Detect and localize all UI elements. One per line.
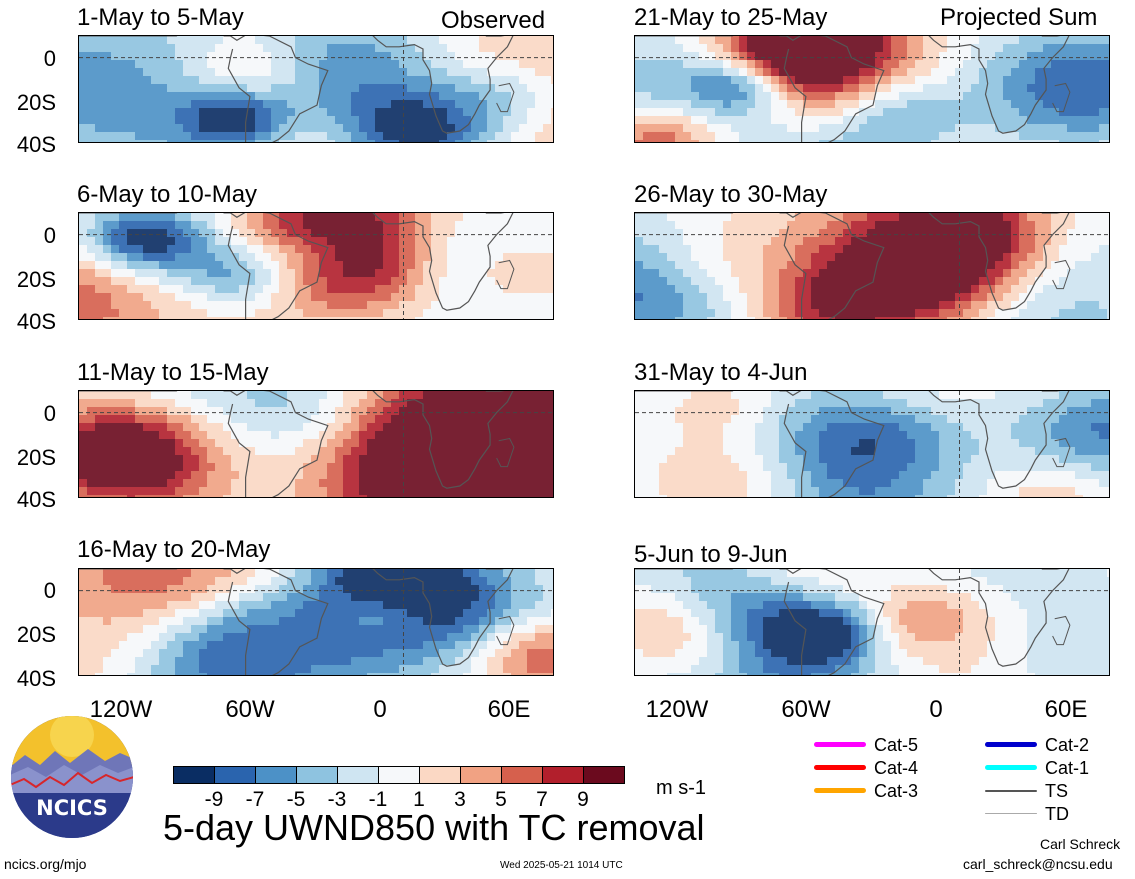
lat-label-20s: 20S (16, 445, 56, 470)
colorbar-swatch (501, 766, 543, 784)
ncics-logo: NCICS (10, 715, 134, 839)
colorbar-swatch (419, 766, 461, 784)
lon-label-120w: 120W (89, 696, 153, 723)
lon-label-60e: 60E (1044, 696, 1088, 723)
lat-label-40s: 40S (16, 132, 56, 157)
map-field (635, 569, 1109, 675)
colorbar-tick-label: 3 (454, 788, 466, 811)
map-field (79, 36, 553, 142)
legend-swatch-cat-3 (814, 788, 866, 793)
observed-label: Observed (441, 7, 546, 34)
footer-timestamp: Wed 2025-05-21 1014 UTC (500, 860, 623, 871)
panel-title-4: 16-May to 20-May (77, 536, 271, 563)
map-field (79, 569, 553, 675)
colorbar-swatch (337, 766, 379, 784)
legend-label-cat-1: Cat-1 (1045, 758, 1090, 778)
panel-title-3: 11-May to 15-May (77, 359, 269, 386)
map-panel-5 (634, 35, 1110, 143)
lon-label-60e: 60E (487, 696, 531, 723)
colorbar-tick-label: -1 (368, 788, 388, 811)
map-panel-3 (78, 390, 554, 498)
panel-title-7: 31-May to 4-Jun (634, 359, 808, 386)
colorbar-swatch (255, 766, 297, 784)
lat-label-0: 0 (43, 46, 56, 71)
map-panel-2 (78, 212, 554, 320)
legend-swatch-td (985, 813, 1037, 814)
lat-label-0: 0 (43, 578, 56, 603)
lon-label-0: 0 (373, 696, 387, 723)
panel-title-2: 6-May to 10-May (77, 181, 258, 208)
colorbar-tick-label: 5 (495, 788, 507, 811)
lon-label-0: 0 (929, 696, 943, 723)
legend-label-cat-5: Cat-5 (874, 735, 919, 755)
main-title: 5-day UWND850 with TC removal (163, 807, 705, 848)
colorbar-swatch (542, 766, 584, 784)
colorbar-tick-label: 1 (413, 788, 425, 811)
map-panel-8 (634, 568, 1110, 676)
map-field (635, 36, 1109, 142)
lat-label-20s: 20S (16, 90, 56, 115)
map-panel-6 (634, 212, 1110, 320)
lat-label-20s: 20S (16, 622, 56, 647)
map-panel-7 (634, 390, 1110, 498)
map-field (635, 213, 1109, 319)
legend-swatch-cat-4 (814, 765, 866, 770)
colorbar-swatch (173, 766, 215, 784)
lat-label-0: 0 (43, 401, 56, 426)
colorbar-tick-label: -7 (245, 788, 265, 811)
map-field (79, 213, 553, 319)
ncics-logo-icon: NCICS (11, 716, 133, 838)
colorbar-tick-label: 9 (577, 788, 589, 811)
colorbar-swatch (296, 766, 338, 784)
map-panel-4 (78, 568, 554, 676)
logo-text: NCICS (36, 796, 108, 820)
footer-url[interactable]: ncics.org/mjo (4, 856, 87, 872)
colorbar-swatch (583, 766, 625, 784)
legend-label-cat-3: Cat-3 (874, 781, 919, 801)
map-field (635, 391, 1109, 497)
colorbar-swatch (214, 766, 256, 784)
lat-label-40s: 40S (16, 666, 56, 691)
legend-swatch-cat-5 (814, 742, 866, 747)
legend-swatch-cat-1 (985, 765, 1037, 770)
colorbar-swatch (460, 766, 502, 784)
lat-label-40s: 40S (16, 487, 56, 512)
legend-swatch-cat-2 (985, 742, 1037, 747)
panel-title-8: 5-Jun to 9-Jun (634, 541, 788, 568)
lon-label-60w: 60W (225, 696, 275, 723)
legend-label-cat-4: Cat-4 (874, 758, 919, 778)
projected-label: Projected Sum (940, 4, 1098, 31)
colorbar-unit: m s-1 (656, 777, 706, 799)
lon-label-60w: 60W (781, 696, 831, 723)
legend-label-ts: TS (1045, 781, 1069, 801)
map-field (79, 391, 553, 497)
legend-swatch-ts (985, 790, 1037, 792)
footer-author: Carl Schreck (1040, 836, 1121, 852)
lon-label-120w: 120W (645, 696, 709, 723)
lat-label-20s: 20S (16, 267, 56, 292)
map-panel-1 (78, 35, 554, 143)
panel-title-1: 1-May to 5-May (77, 4, 244, 31)
footer-email[interactable]: carl_schreck@ncsu.edu (963, 856, 1113, 872)
colorbar-tick-label: -3 (327, 788, 347, 811)
panel-title-6: 26-May to 30-May (634, 181, 828, 208)
colorbar-swatch (378, 766, 420, 784)
lat-label-40s: 40S (16, 309, 56, 334)
colorbar-tick-label: 7 (536, 788, 548, 811)
panel-title-5: 21-May to 25-May (634, 4, 828, 31)
colorbar-tick-label: -9 (204, 788, 224, 811)
legend-label-cat-2: Cat-2 (1045, 735, 1090, 755)
legend-label-td: TD (1045, 804, 1069, 824)
lat-label-0: 0 (43, 223, 56, 248)
colorbar-tick-label: -5 (286, 788, 306, 811)
